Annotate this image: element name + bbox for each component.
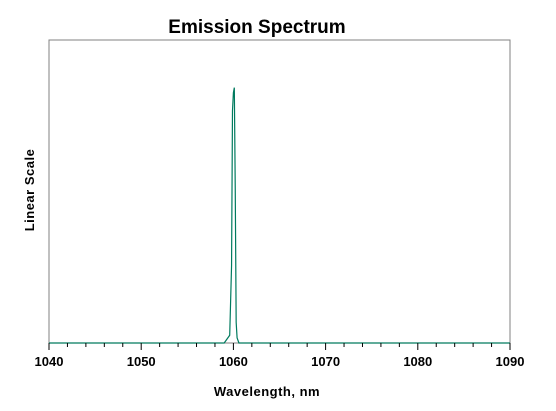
x-tick-label: 1060 bbox=[219, 354, 248, 369]
y-axis-label: Linear Scale bbox=[22, 149, 37, 232]
x-tick-label: 1080 bbox=[403, 354, 432, 369]
x-tick-label: 1070 bbox=[311, 354, 340, 369]
x-tick-label: 1050 bbox=[127, 354, 156, 369]
x-axis-ticks: 1040 1050 1060 1070 1080 1090 bbox=[35, 343, 525, 369]
x-axis-label: Wavelength, nm bbox=[214, 384, 320, 399]
x-tick-label: 1040 bbox=[35, 354, 64, 369]
chart-title: Emission Spectrum bbox=[168, 17, 345, 38]
series-line-0 bbox=[49, 87, 510, 344]
plot-frame bbox=[48, 39, 511, 344]
x-tick-label: 1090 bbox=[496, 354, 525, 369]
plot-area bbox=[48, 39, 511, 344]
